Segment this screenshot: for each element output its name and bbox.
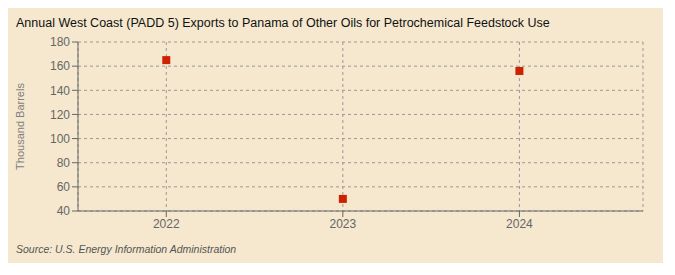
html-text:Source: U.S. Energy Informatio: Source: U.S. Energy Information Administ… xyxy=(16,243,237,255)
svg-text:140: 140 xyxy=(50,84,70,98)
svg-text:80: 80 xyxy=(57,156,71,170)
svg-text:40: 40 xyxy=(57,204,71,218)
svg-text:180: 180 xyxy=(50,35,70,49)
svg-text:100: 100 xyxy=(50,132,70,146)
svg-text:Thousand Barrels: Thousand Barrels xyxy=(14,83,26,170)
svg-text:60: 60 xyxy=(57,180,71,194)
html-text:Annual West Coast (PADD 5) Exp: Annual West Coast (PADD 5) Exports to Pa… xyxy=(16,16,550,30)
svg-text:120: 120 xyxy=(50,108,70,122)
svg-text:2024: 2024 xyxy=(506,217,533,231)
svg-text:160: 160 xyxy=(50,59,70,73)
svg-text:2022: 2022 xyxy=(153,217,180,231)
svg-text:2023: 2023 xyxy=(329,217,356,231)
